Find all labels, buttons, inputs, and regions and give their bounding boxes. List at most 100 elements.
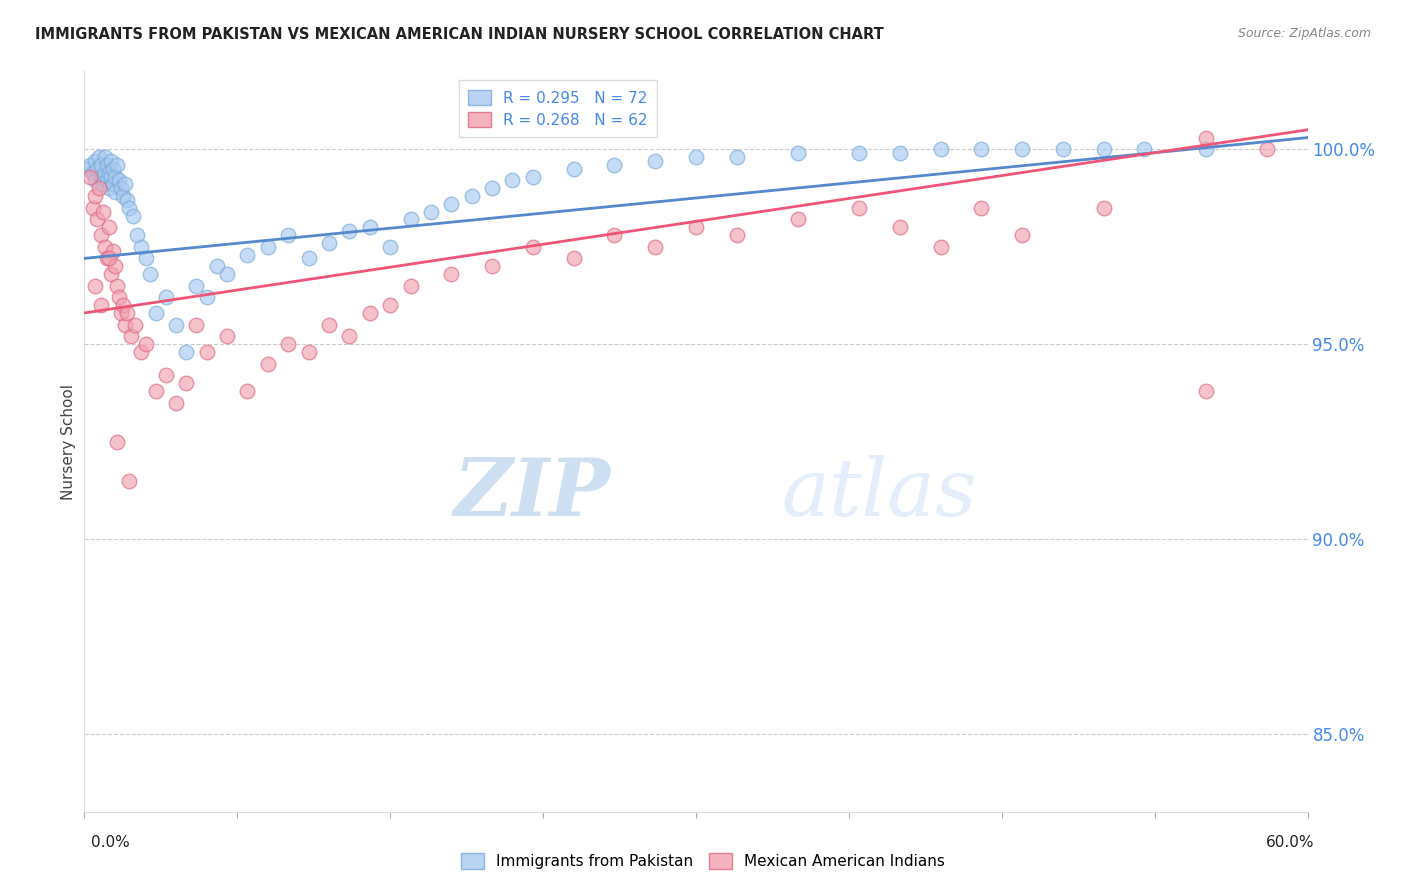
- Point: [108, 290, 131, 304]
- Point: [644, 240, 666, 254]
- Point: [1092, 201, 1115, 215]
- Point: [118, 474, 141, 488]
- Point: [96, 252, 118, 266]
- Point: [131, 345, 153, 359]
- Point: [79, 158, 101, 172]
- Point: [165, 395, 187, 409]
- Point: [380, 240, 402, 254]
- Point: [217, 329, 239, 343]
- Point: [91, 204, 114, 219]
- Point: [195, 345, 218, 359]
- Point: [174, 376, 197, 390]
- Point: [104, 185, 127, 199]
- Point: [502, 173, 524, 187]
- Point: [889, 220, 911, 235]
- Point: [110, 306, 132, 320]
- Point: [82, 201, 104, 215]
- Point: [104, 259, 127, 273]
- Point: [929, 240, 952, 254]
- Point: [186, 318, 208, 332]
- Point: [1133, 142, 1156, 156]
- Point: [96, 158, 118, 172]
- Legend: Immigrants from Pakistan, Mexican American Indians: Immigrants from Pakistan, Mexican Americ…: [456, 847, 950, 875]
- Point: [110, 181, 132, 195]
- Point: [101, 161, 124, 176]
- Point: [101, 244, 124, 258]
- Point: [970, 142, 993, 156]
- Point: [1011, 227, 1033, 242]
- Point: [105, 278, 128, 293]
- Point: [97, 166, 120, 180]
- Text: IMMIGRANTS FROM PAKISTAN VS MEXICAN AMERICAN INDIAN NURSERY SCHOOL CORRELATION C: IMMIGRANTS FROM PAKISTAN VS MEXICAN AMER…: [35, 27, 884, 42]
- Point: [217, 267, 239, 281]
- Point: [97, 220, 120, 235]
- Point: [440, 267, 463, 281]
- Point: [83, 278, 105, 293]
- Point: [522, 240, 544, 254]
- Point: [236, 384, 259, 398]
- Point: [87, 181, 110, 195]
- Point: [339, 224, 361, 238]
- Point: [359, 306, 381, 320]
- Point: [603, 227, 626, 242]
- Point: [174, 345, 197, 359]
- Point: [420, 204, 443, 219]
- Point: [114, 178, 136, 192]
- Point: [1052, 142, 1074, 156]
- Text: 0.0%: 0.0%: [91, 836, 131, 850]
- Point: [105, 434, 128, 449]
- Text: 60.0%: 60.0%: [1267, 836, 1315, 850]
- Point: [848, 201, 870, 215]
- Point: [79, 169, 101, 184]
- Point: [318, 318, 340, 332]
- Point: [359, 220, 381, 235]
- Point: [562, 161, 585, 176]
- Point: [440, 197, 463, 211]
- Point: [135, 337, 157, 351]
- Point: [481, 181, 503, 195]
- Point: [685, 150, 707, 164]
- Point: [87, 150, 110, 164]
- Point: [725, 227, 748, 242]
- Point: [131, 240, 153, 254]
- Point: [1256, 142, 1278, 156]
- Point: [970, 201, 993, 215]
- Point: [115, 193, 138, 207]
- Text: Source: ZipAtlas.com: Source: ZipAtlas.com: [1237, 27, 1371, 40]
- Point: [135, 252, 157, 266]
- Point: [114, 318, 136, 332]
- Point: [93, 150, 115, 164]
- Point: [1092, 142, 1115, 156]
- Point: [127, 227, 149, 242]
- Point: [97, 252, 120, 266]
- Point: [118, 201, 141, 215]
- Point: [787, 212, 810, 227]
- Point: [1011, 142, 1033, 156]
- Text: ZIP: ZIP: [454, 455, 610, 533]
- Point: [100, 267, 122, 281]
- Point: [848, 146, 870, 161]
- Point: [257, 357, 280, 371]
- Text: atlas: atlas: [782, 455, 977, 533]
- Point: [100, 169, 122, 184]
- Point: [112, 189, 135, 203]
- Point: [124, 318, 146, 332]
- Point: [481, 259, 503, 273]
- Point: [644, 153, 666, 168]
- Point: [122, 209, 145, 223]
- Point: [86, 212, 108, 227]
- Point: [145, 306, 167, 320]
- Point: [725, 150, 748, 164]
- Point: [205, 259, 228, 273]
- Point: [83, 153, 105, 168]
- Point: [105, 158, 128, 172]
- Point: [90, 227, 112, 242]
- Point: [399, 278, 422, 293]
- Point: [165, 318, 187, 332]
- Point: [298, 252, 321, 266]
- Point: [96, 173, 118, 187]
- Point: [115, 306, 138, 320]
- Point: [101, 178, 124, 192]
- Point: [929, 142, 952, 156]
- Point: [104, 169, 127, 184]
